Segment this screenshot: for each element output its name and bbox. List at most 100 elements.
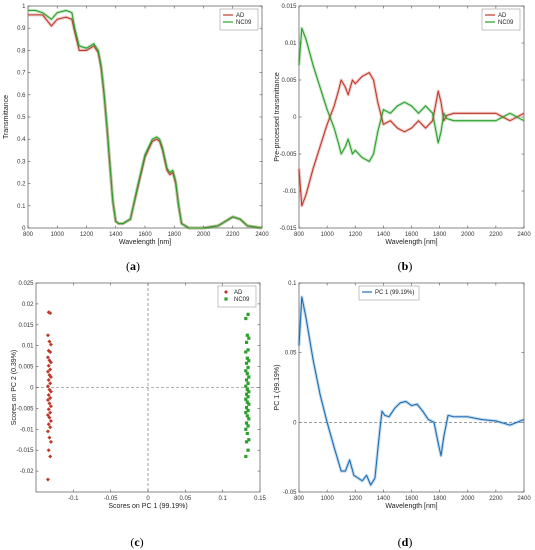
y-tick-label: 0.005 [18,365,34,371]
y-tick-label: -0.02 [20,469,34,475]
series-ad-point [45,398,50,403]
legend-label: AD [498,13,507,19]
y-tick-label: -0.015 [16,448,34,454]
y-tick-label: 0.8 [17,48,26,54]
y-tick-label: 1 [22,4,26,10]
series-nc09-line [28,9,263,229]
y-axis-label: Transmittance [3,95,10,139]
y-tick-label: 0.015 [18,323,34,329]
series-nc09-point [245,400,249,404]
x-tick-label: 800 [294,232,305,238]
x-tick-label: 2000 [461,496,475,502]
y-tick-label: 0.005 [281,78,297,84]
series-ad-point [46,448,51,453]
series-ad-point [48,342,53,347]
series-nc09-point [246,424,250,428]
series-ad-point [45,429,50,434]
series-ad-point [48,425,53,430]
x-tick-label: 800 [294,496,305,502]
x-axis-label: Wavelength [nm] [119,239,171,246]
x-tick-label: 1800 [433,496,447,502]
panel-caption: (b) [398,259,413,273]
x-tick-label: 0.15 [254,496,266,502]
legend-swatch [224,290,228,294]
series-ad-line [298,72,525,207]
chart-panel-c: -0.1 -0.05 0 0.05 0.1 0.15 -0.02 -0.015 -0.01 -0.… [11,281,266,549]
x-tick-label: 1400 [377,496,391,502]
y-tick-label: 0.015 [281,4,297,10]
legend-swatch [224,297,228,301]
x-tick-label: 1000 [320,232,334,238]
x-tick-label: 1600 [405,496,419,502]
y-tick-label: 0.1 [17,204,26,210]
y-tick-label: 0.9 [17,26,26,32]
y-tick-label: -0.005 [16,406,34,412]
series-ad-point [48,410,53,415]
x-tick-label: 1200 [349,232,363,238]
y-tick-label: 0 [293,420,297,426]
series-ad-point [48,349,53,354]
chart-panel-d: 800 1000 1200 1400 1600 1800 2000 2200 2400 -0.05… [274,281,531,549]
series-nc09-point [246,395,250,399]
series-ad-point [47,339,52,344]
series-ad-point [48,381,53,386]
series-ad-point [45,369,50,374]
series-pc-1-99-19-line [298,296,525,486]
panel-caption: (c) [130,535,143,549]
series-nc09-point [244,405,249,410]
y-tick-label: -0.01 [283,189,297,195]
x-tick-label: 1000 [320,496,334,502]
series-nc09-point [244,440,249,444]
x-tick-label: 0.05 [179,496,191,502]
series-nc09-point [246,365,250,370]
legend-label: AD [234,290,243,296]
series-nc09-point [244,397,248,401]
x-tick-label: 1400 [109,232,123,238]
series-ad-point [46,393,51,398]
x-tick-label: 1800 [433,232,447,238]
series-nc09-point [245,387,249,392]
x-tick-label: 2200 [226,232,240,238]
y-tick-label: 0.02 [22,302,34,308]
y-tick-label: -0.05 [283,490,297,496]
series-nc09-point [245,333,249,337]
x-tick-label: 0.1 [218,496,227,502]
series-nc09-point [244,316,248,321]
x-tick-label: 2000 [197,232,211,238]
series-ad-point [47,435,52,440]
series-nc09-point [246,312,250,316]
series-nc09-point [244,369,248,373]
x-tick-label: 1600 [405,232,419,238]
series-ad-point [45,355,50,360]
series-nc09-point [247,336,251,340]
series-nc09-point [247,390,251,394]
x-tick-label: 2200 [489,496,503,502]
y-tick-label: 0.7 [17,71,26,77]
x-tick-label: 2200 [489,232,503,238]
y-axis-label: PC 1 (99.19%) [274,365,281,411]
series-nc09-point [244,392,249,396]
legend-label: NC09 [234,297,250,303]
series-nc09-point [246,408,250,413]
x-tick-label: 2400 [517,232,531,238]
y-tick-label: 0.3 [17,159,26,165]
series-nc09-line [298,27,525,162]
x-tick-label: 800 [23,232,34,238]
y-tick-label: -0.005 [279,152,297,158]
series-ad-point [45,477,50,482]
x-tick-label: 1800 [168,232,182,238]
legend-box [219,8,259,31]
y-tick-label: 0 [293,115,297,121]
series-ad-point [47,401,52,406]
series-nc09-point [244,361,249,365]
series-nc09-point [244,340,249,344]
series-ad-point [48,389,53,394]
series-ad-point [48,439,53,444]
y-tick-label: 0.025 [18,281,34,287]
x-tick-label: -0.1 [68,496,79,502]
y-tick-label: -0.01 [20,427,34,433]
series-nc09-point [247,375,251,379]
series-nc09-point [244,410,248,415]
chart-panel-a: 800 1000 1200 1400 1600 1800 2000 2200 2400 0 0.1 0… [3,4,269,273]
